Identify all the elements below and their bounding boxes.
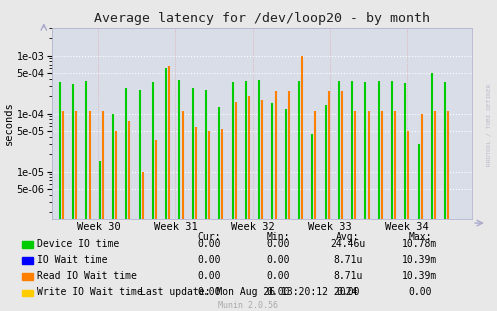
Text: Read IO Wait time: Read IO Wait time: [37, 271, 137, 281]
Text: 24.46u: 24.46u: [331, 239, 365, 248]
Text: Write IO Wait time: Write IO Wait time: [37, 287, 143, 297]
Text: 10.39m: 10.39m: [403, 271, 437, 281]
Title: Average latency for /dev/loop20 - by month: Average latency for /dev/loop20 - by mon…: [94, 12, 430, 26]
Text: 8.71u: 8.71u: [333, 271, 363, 281]
Text: 10.39m: 10.39m: [403, 255, 437, 265]
Text: 0.00: 0.00: [266, 287, 290, 297]
Text: Munin 2.0.56: Munin 2.0.56: [219, 301, 278, 310]
Text: Min:: Min:: [266, 232, 290, 242]
Text: Avg:: Avg:: [336, 232, 360, 242]
Text: Cur:: Cur:: [197, 232, 221, 242]
Text: 0.00: 0.00: [266, 239, 290, 248]
Text: Device IO time: Device IO time: [37, 239, 119, 248]
Text: 10.78m: 10.78m: [403, 239, 437, 248]
Text: RRDTOOL / TOBI OETIKER: RRDTOOL / TOBI OETIKER: [486, 83, 491, 166]
Y-axis label: seconds: seconds: [3, 102, 13, 146]
Text: IO Wait time: IO Wait time: [37, 255, 108, 265]
Text: 0.00: 0.00: [197, 239, 221, 248]
Text: 0.00: 0.00: [336, 287, 360, 297]
Text: 0.00: 0.00: [197, 271, 221, 281]
Text: 8.71u: 8.71u: [333, 255, 363, 265]
Text: Last update: Mon Aug 26 13:20:12 2024: Last update: Mon Aug 26 13:20:12 2024: [140, 287, 357, 297]
Text: 0.00: 0.00: [197, 255, 221, 265]
Text: 0.00: 0.00: [197, 287, 221, 297]
Text: Max:: Max:: [408, 232, 432, 242]
Text: 0.00: 0.00: [266, 255, 290, 265]
Text: 0.00: 0.00: [408, 287, 432, 297]
Text: 0.00: 0.00: [266, 271, 290, 281]
